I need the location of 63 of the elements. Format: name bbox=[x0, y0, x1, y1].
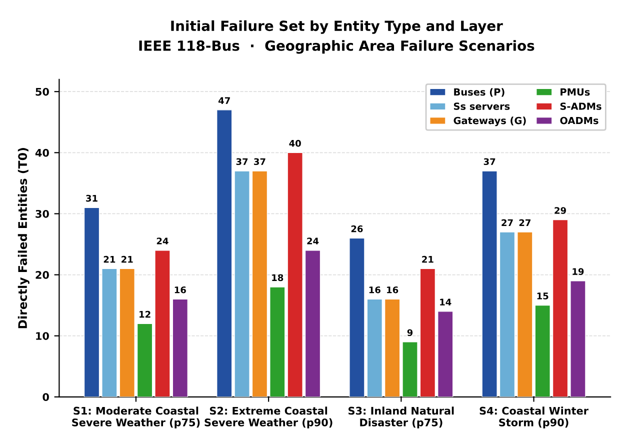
bar bbox=[366, 298, 383, 397]
bar bbox=[499, 232, 516, 397]
y-axis-title: Directly Failed Entities (T0) bbox=[18, 148, 30, 328]
data-label: 14 bbox=[440, 298, 452, 306]
legend-label: Ss servers bbox=[454, 102, 510, 110]
data-label: 12 bbox=[140, 310, 150, 318]
data-label: 15 bbox=[537, 292, 548, 300]
legend-label: Gateways (G) bbox=[454, 116, 526, 126]
data-label: 9 bbox=[407, 329, 413, 336]
chart-subtitle: IEEE 118-Bus · Geographic Area Failure Scenarios bbox=[139, 40, 534, 54]
data-label: 16 bbox=[369, 286, 380, 294]
bar bbox=[402, 342, 418, 397]
bar bbox=[482, 170, 498, 397]
data-label: 24 bbox=[156, 238, 168, 244]
bar bbox=[102, 268, 118, 397]
data-label: 21 bbox=[122, 256, 133, 263]
y-tick-label: 10 bbox=[36, 332, 49, 340]
legend-label: S-ADMs bbox=[560, 102, 602, 110]
bar bbox=[349, 238, 365, 397]
bar bbox=[438, 311, 454, 397]
bar bbox=[552, 219, 568, 397]
data-label: 27 bbox=[519, 219, 530, 226]
data-label: 40 bbox=[289, 140, 301, 147]
bar bbox=[384, 298, 400, 397]
data-label: 24 bbox=[307, 238, 319, 244]
x-tick-label: S2: Extreme Coastal Severe Weather (p90) bbox=[204, 406, 332, 428]
data-label: 29 bbox=[554, 207, 566, 214]
data-label: 31 bbox=[86, 194, 98, 202]
bar bbox=[304, 250, 321, 397]
data-label: 47 bbox=[218, 97, 230, 104]
y-tick-label: 40 bbox=[35, 148, 49, 157]
legend-label: Buses (P) bbox=[454, 88, 504, 97]
bar bbox=[154, 250, 170, 397]
data-label: 21 bbox=[422, 256, 434, 263]
bar bbox=[216, 110, 232, 397]
chart-title: Initial Failure Set by Entity Type and Layer bbox=[171, 20, 503, 34]
bar bbox=[570, 280, 586, 397]
bar bbox=[119, 268, 135, 397]
data-label: 37 bbox=[484, 158, 496, 166]
data-label: 26 bbox=[351, 225, 363, 232]
x-tick-label: S3: Inland Natural Disaster (p75) bbox=[348, 406, 454, 428]
data-label: 27 bbox=[502, 219, 513, 226]
y-tick-label: 0 bbox=[42, 393, 49, 402]
data-label: 16 bbox=[387, 286, 398, 294]
data-label: 21 bbox=[104, 256, 116, 263]
data-label: 37 bbox=[254, 158, 266, 166]
data-label: 16 bbox=[174, 286, 186, 294]
legend-label: PMUs bbox=[560, 88, 590, 96]
bar bbox=[136, 323, 153, 397]
x-tick-label: S1: Moderate Coastal Severe Weather (p75) bbox=[72, 406, 200, 428]
bar bbox=[234, 170, 250, 397]
y-tick-label: 30 bbox=[36, 210, 49, 218]
bar bbox=[172, 298, 188, 397]
data-label: 19 bbox=[572, 268, 584, 275]
data-label: 37 bbox=[236, 158, 248, 166]
bar bbox=[420, 268, 436, 397]
y-tick-label: 50 bbox=[36, 88, 49, 96]
bar bbox=[84, 207, 100, 397]
y-tick-label: 20 bbox=[36, 271, 49, 279]
data-label: 18 bbox=[272, 274, 284, 282]
x-tick-label: S4: Coastal Winter Storm (p90) bbox=[480, 406, 588, 428]
legend-label: OADMs bbox=[560, 116, 598, 124]
bar bbox=[252, 170, 268, 397]
